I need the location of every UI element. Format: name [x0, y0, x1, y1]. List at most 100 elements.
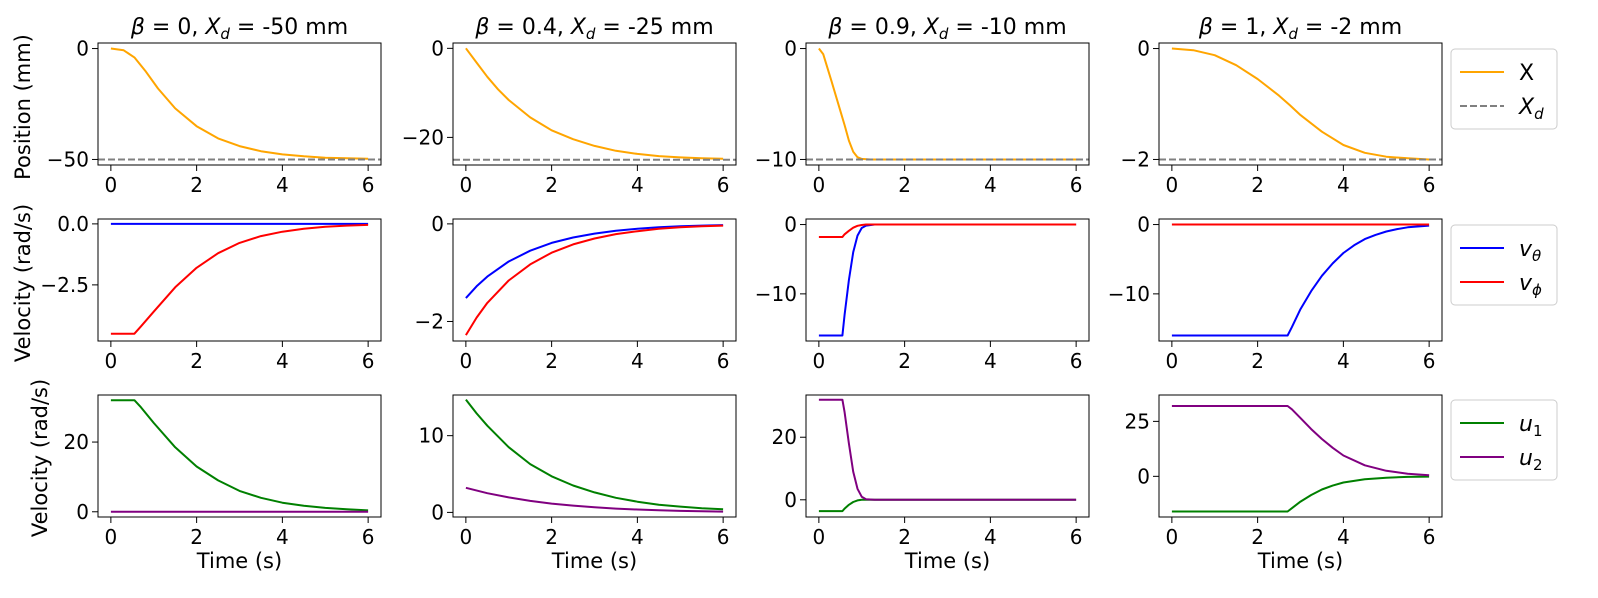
x-tick-label: 2	[190, 349, 203, 373]
x-tick-label: 0	[1165, 173, 1178, 197]
y-tick-label: 0	[1137, 37, 1150, 61]
x-tick-label: 2	[190, 173, 203, 197]
axes-frame	[97, 218, 382, 342]
y-tick-label: −10	[1108, 282, 1150, 306]
x-tick-label: 4	[631, 525, 644, 549]
series-line-X-r0c2	[818, 47, 1077, 161]
y-tick-label: 0	[76, 37, 89, 61]
legend-label: u1	[1519, 412, 1543, 440]
series-line-v-r1c3	[1171, 224, 1430, 337]
y-tick-label: 0	[431, 212, 444, 236]
subplot-r2-c0: 0 2 4 6 0 20 Time (s)	[64, 394, 382, 573]
legend-box	[1450, 224, 1558, 306]
subplot-grid: 0 2 4 60−50β = 0, Xd = -50 mm0 2 4 60−20β = 0.…	[40, 15, 1443, 573]
x-tick-label: 0	[812, 525, 825, 549]
x-tick-label: 6	[1070, 525, 1083, 549]
axes-frame	[452, 42, 737, 166]
subplot-r1-c1: 0 2 4 6 0 −2	[415, 212, 737, 373]
subplot-r0-c2: 0 2 4 6 0 −10 β = 0.9, Xd = -10 mm	[755, 15, 1090, 197]
y-tick-label: −10	[755, 282, 797, 306]
y-tick-label: 0	[431, 500, 444, 524]
x-tick-label: 0	[812, 349, 825, 373]
subplot-r0-c3: 0 2 4 6 0 −2 β = 1, Xd = -2 mm	[1121, 15, 1443, 197]
subplot-title: β = 1, Xd = -2 mm	[1198, 15, 1402, 43]
y-tick-label: 0	[784, 37, 797, 61]
x-tick-label: 2	[545, 173, 558, 197]
subplot-r2-c3: 0 2 4 6 0 25 Time (s)	[1125, 394, 1443, 573]
x-tick-label: 4	[984, 349, 997, 373]
axes-frame	[97, 42, 382, 166]
y-tick-label: 0	[784, 488, 797, 512]
y-tick-label: −2	[415, 309, 444, 333]
axes-frame	[1158, 394, 1443, 518]
legend-label: Xd	[1518, 95, 1544, 123]
series-line-u1-r2c1	[465, 398, 724, 511]
x-tick-label: 2	[190, 525, 203, 549]
legend-row-1: vθ vϕ	[1450, 224, 1558, 306]
x-tick-label: 6	[1423, 349, 1436, 373]
x-tick-label: 6	[717, 349, 730, 373]
x-tick-label: 0	[104, 173, 117, 197]
row-ylabel-position: Position (mm)	[11, 34, 35, 180]
y-tick-label: −2	[1121, 147, 1150, 171]
subplot-title: β = 0.9, Xd = -10 mm	[827, 15, 1066, 43]
x-tick-label: 2	[898, 349, 911, 373]
x-tick-label: 6	[362, 173, 375, 197]
x-tick-label: 2	[545, 525, 558, 549]
x-tick-label: 4	[984, 173, 997, 197]
x-tick-label: 2	[898, 525, 911, 549]
subplot-r1-c2: 0 2 4 6 0 −10	[755, 213, 1090, 373]
x-tick-label: 4	[1337, 173, 1350, 197]
x-tick-label: 4	[276, 525, 289, 549]
series-line-u2-r2c3	[1171, 405, 1430, 477]
axes-frame	[805, 394, 1090, 518]
x-tick-label: 6	[1070, 349, 1083, 373]
subplot-r2-c1: 0 2 4 6 0 10 Time (s)	[419, 394, 737, 573]
y-tick-label: 0	[1137, 213, 1150, 237]
series-line-u2-r2c2	[818, 398, 1077, 501]
row-ylabel-velocity-2: Velocity (rad/s)	[28, 379, 52, 537]
subplot-r0-c1: 0 2 4 6 0 −20 β = 0.4, Xd = -25 mm	[402, 15, 737, 197]
x-tick-label: 4	[276, 349, 289, 373]
y-tick-label: 0.0	[57, 212, 89, 236]
x-tick-label: 0	[104, 525, 117, 549]
subplot-r0-c0: 0 2 4 6 0 −50 β = 0, Xd = -50 mm	[47, 15, 382, 197]
subplot-r2-c2: 0 2 4 6 0 20 Time (s)	[772, 394, 1090, 573]
y-tick-label: 25	[1125, 409, 1150, 433]
x-tick-label: 4	[984, 525, 997, 549]
legend-label: vϕ	[1519, 271, 1542, 299]
x-tick-label: 6	[1070, 173, 1083, 197]
x-tick-label: 6	[362, 349, 375, 373]
y-tick-label: 10	[419, 424, 444, 448]
subplot-r1-c0: 0 2 4 6 0.0 −2.5	[40, 212, 382, 373]
x-tick-label: 0	[459, 349, 472, 373]
series-line-v-r1c1	[465, 224, 724, 336]
x-tick-label: 2	[1251, 525, 1264, 549]
y-tick-label: 20	[64, 430, 89, 454]
y-tick-label: 0	[431, 36, 444, 60]
axes-frame	[805, 218, 1090, 342]
y-tick-label: 0	[76, 500, 89, 524]
x-tick-label: 6	[1423, 525, 1436, 549]
x-tick-label: 2	[898, 173, 911, 197]
legend-label: X	[1519, 61, 1534, 86]
x-axis-label: Time (s)	[904, 549, 990, 573]
y-tick-label: 20	[772, 425, 797, 449]
subplot-title: β = 0.4, Xd = -25 mm	[474, 15, 713, 43]
x-tick-label: 4	[631, 349, 644, 373]
x-tick-label: 6	[717, 525, 730, 549]
legend-label: u2	[1519, 446, 1543, 474]
series-line-u1-r2c3	[1171, 475, 1430, 513]
axes-frame	[452, 218, 737, 342]
series-line-X-r0c1	[465, 47, 724, 160]
axes-frame	[97, 394, 382, 518]
x-tick-label: 4	[1337, 349, 1350, 373]
row-ylabels: Position (mm) Velocity (rad/s) Velocity …	[11, 34, 52, 537]
y-tick-label: −20	[402, 125, 444, 149]
x-tick-label: 0	[459, 173, 472, 197]
x-tick-label: 2	[1251, 173, 1264, 197]
axes-frame	[805, 42, 1090, 166]
subplot-r1-c3: 0 2 4 6 0 −10	[1108, 213, 1443, 373]
y-tick-label: −2.5	[40, 273, 89, 297]
